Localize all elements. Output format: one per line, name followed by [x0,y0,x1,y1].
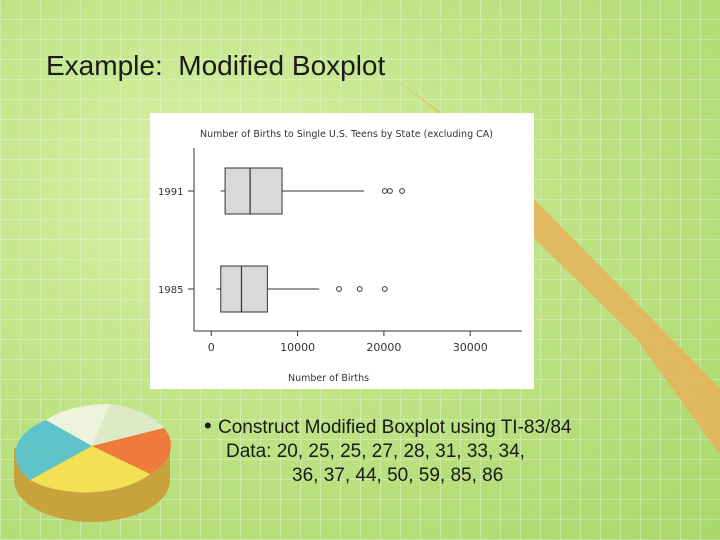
outlier-point [336,286,342,292]
chart-title: Number of Births to Single U.S. Teens by… [200,129,493,140]
pie-slice-light [92,404,164,446]
outlier-point [381,286,388,292]
data-values-line-2: 36, 37, 44, 50, 59, 85, 86 [292,465,504,486]
decorative-pie-chart [14,403,171,522]
pie-slice-teal [15,420,93,458]
pie-slice-white [46,403,110,446]
pie-slice-yellow [30,446,150,493]
slide-title: Example: Modified Boxplot [46,50,386,81]
outlier-point [387,188,393,194]
boxplot-series: 1991 1985 [158,167,405,313]
bullet-dot: • [204,413,212,438]
outlier-point [399,188,405,194]
chart-panel: Number of Births to Single U.S. Teens by… [150,113,534,389]
x-tick-label: 30000 [453,341,488,354]
bullet-item: • Construct Modified Boxplot using TI-83/… [204,414,704,440]
pie-slice-orange [92,428,171,474]
box-iqr [224,167,283,215]
bullet-text: Construct Modified Boxplot using TI-83/8… [218,417,572,438]
x-ticks: 0 10000 20000 30000 [208,331,488,354]
outlier-point [381,188,388,194]
data-values-line-1: Data: 20, 25, 25, 27, 28, 31, 33, 34, [226,441,525,462]
outlier-point [356,286,363,292]
y-category-label: 1991 [158,187,183,198]
box-iqr [220,265,268,313]
x-tick-label: 20000 [366,341,401,354]
boxplot-chart: Number of Births to Single U.S. Teens by… [158,129,522,384]
y-category-label: 1985 [158,285,183,296]
x-tick-label: 10000 [280,341,315,354]
x-tick-label: 0 [208,341,215,354]
x-axis-label: Number of Births [288,373,369,384]
bullet-block: • Construct Modified Boxplot using TI-83/… [204,414,704,488]
pie-slice-teal-front [16,446,92,480]
